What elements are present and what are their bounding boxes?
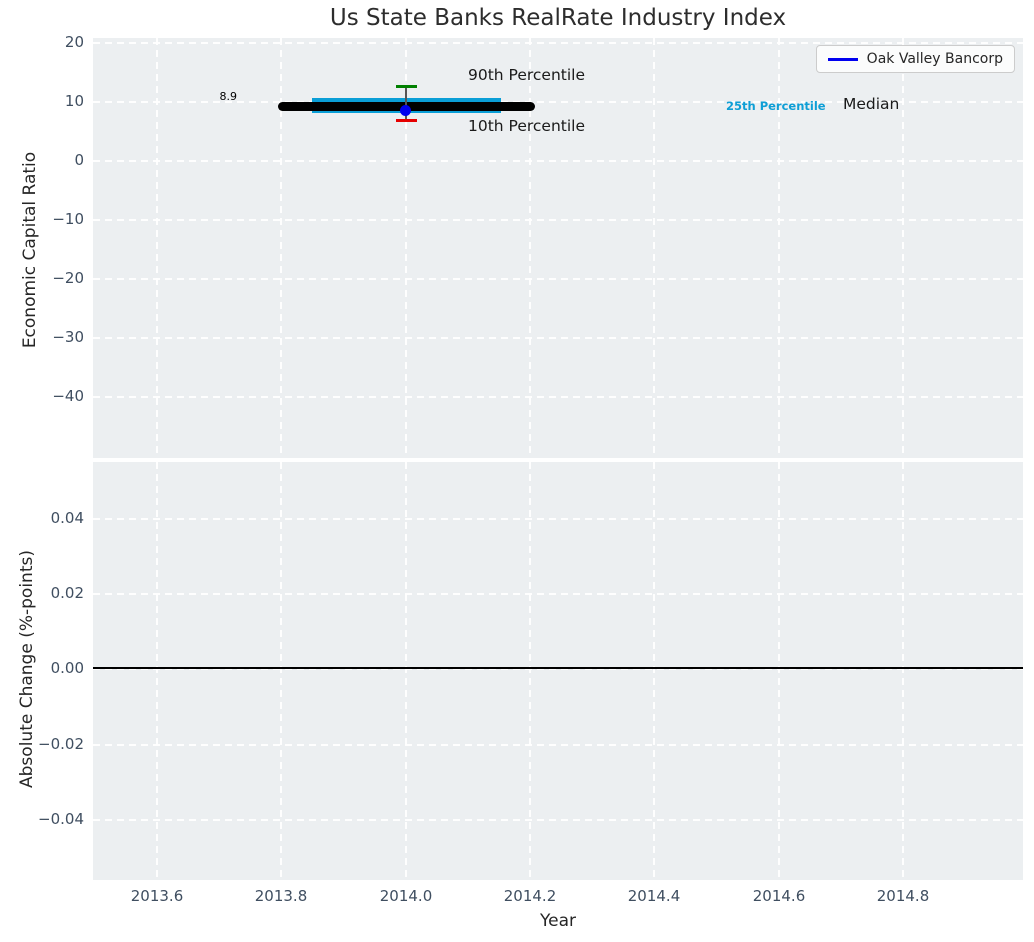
- gridline-v: [156, 38, 158, 458]
- xtick-label: 2014.8: [876, 887, 930, 905]
- gridline-h: [93, 668, 1023, 670]
- gridline-v: [778, 462, 780, 880]
- gridline-v: [529, 462, 531, 880]
- median-annotation: Median: [843, 95, 900, 113]
- ytick-label: 20: [64, 33, 84, 51]
- p90-cap: [396, 85, 417, 88]
- gridline-v: [405, 462, 407, 880]
- percentile-whisker: [405, 87, 407, 121]
- gridline-v: [280, 462, 282, 880]
- ytick-label: −0.02: [38, 735, 84, 753]
- legend-label: Oak Valley Bancorp: [866, 51, 1003, 67]
- gridline-v: [653, 38, 655, 458]
- p10-cap: [396, 119, 417, 122]
- legend: Oak Valley Bancorp: [815, 45, 1015, 73]
- ytick-label: 0.04: [50, 509, 84, 527]
- gridline-v: [653, 462, 655, 880]
- zero-reference-line: [93, 667, 1023, 669]
- gridline-v: [778, 38, 780, 458]
- xtick-label: 2014.4: [627, 887, 681, 905]
- gridline-h: [93, 744, 1023, 746]
- chart-title: Us State Banks RealRate Industry Index: [329, 5, 787, 31]
- x-axis-label: Year: [540, 911, 576, 931]
- gridline-v: [156, 462, 158, 880]
- bottom-axes: [93, 462, 1023, 880]
- xtick-label: 2014.2: [503, 887, 557, 905]
- gridline-h: [93, 518, 1023, 520]
- bottom-y-axis-label: Absolute Change (%-points): [17, 550, 37, 788]
- gridline-v: [902, 38, 904, 458]
- p90-annotation: 90th Percentile: [468, 66, 586, 84]
- gridline-h: [93, 101, 1023, 103]
- top-y-axis-label: Economic Capital Ratio: [20, 151, 40, 349]
- ytick-label: −20: [52, 269, 84, 287]
- gridline-h: [93, 396, 1023, 398]
- ytick-label: −30: [52, 328, 84, 346]
- ytick-label: −0.04: [38, 810, 84, 828]
- p25-annotation: 25th Percentile: [726, 99, 826, 113]
- ytick-label: 0: [74, 151, 84, 169]
- xtick-label: 2013.8: [254, 887, 308, 905]
- gridline-h: [93, 278, 1023, 280]
- company-marker: [400, 105, 411, 116]
- gridline-h: [93, 337, 1023, 339]
- gridline-v: [529, 38, 531, 458]
- ytick-label: 10: [64, 92, 84, 110]
- gridline-h: [93, 160, 1023, 162]
- gridline-h: [93, 819, 1023, 821]
- gridline-h: [93, 593, 1023, 595]
- median-value-annotation: 8.9: [219, 90, 238, 103]
- gridline-h: [93, 42, 1023, 44]
- ytick-label: −10: [52, 210, 84, 228]
- p10-annotation: 10th Percentile: [468, 117, 586, 135]
- gridline-v: [902, 462, 904, 880]
- gridline-h: [93, 219, 1023, 221]
- gridline-v: [405, 38, 407, 458]
- xtick-label: 2014.6: [752, 887, 806, 905]
- top-axes: 8.9 90th Percentile 10th Percentile 25th…: [93, 38, 1023, 458]
- ytick-label: 0.02: [50, 584, 84, 602]
- ytick-label: −40: [52, 387, 84, 405]
- xtick-label: 2014.0: [379, 887, 433, 905]
- xtick-label: 2013.6: [130, 887, 184, 905]
- ytick-label: 0.00: [50, 659, 84, 677]
- legend-line-swatch: [827, 57, 858, 61]
- gridline-v: [280, 38, 282, 458]
